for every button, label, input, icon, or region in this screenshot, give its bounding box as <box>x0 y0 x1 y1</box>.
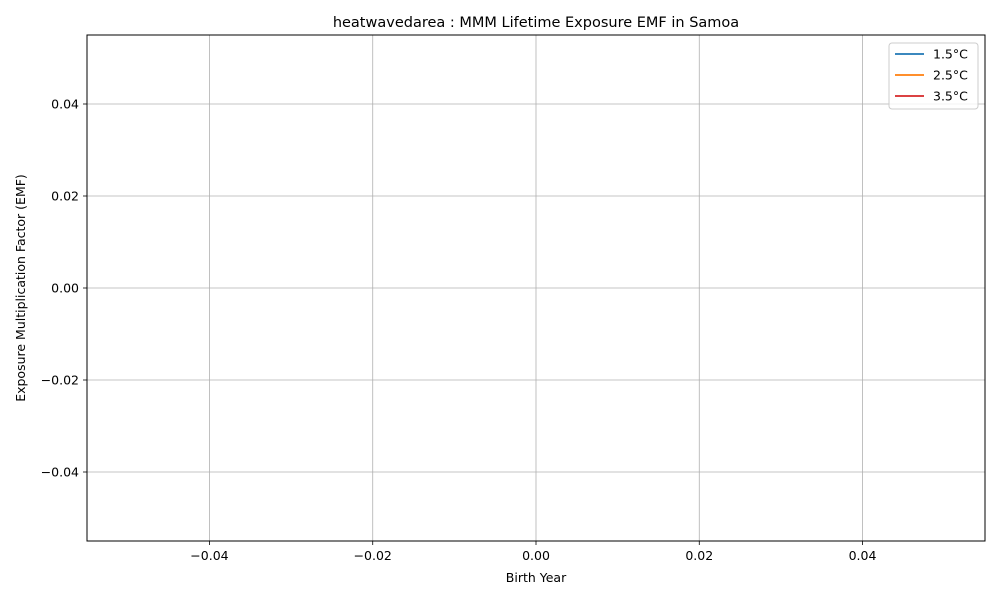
x-tick-label: 0.00 <box>522 548 550 563</box>
y-tick-label: −0.04 <box>41 465 79 480</box>
grid <box>87 35 985 541</box>
legend-box <box>888 42 979 110</box>
y-tick-label: 0.04 <box>51 97 79 112</box>
legend: 1.5°C 2.5°C 3.5°C <box>888 42 979 110</box>
x-tick-label: −0.02 <box>354 548 392 563</box>
y-tick-label: −0.02 <box>41 373 79 388</box>
x-axis-ticks: −0.04 −0.02 0.00 0.02 0.04 <box>190 541 877 563</box>
y-axis-label: Exposure Multiplication Factor (EMF) <box>13 174 28 402</box>
x-tick-label: −0.04 <box>190 548 228 563</box>
x-tick-label: 0.02 <box>685 548 713 563</box>
legend-label-1: 1.5°C <box>933 47 968 62</box>
chart-title: heatwavedarea : MMM Lifetime Exposure EM… <box>333 15 739 31</box>
x-axis-label: Birth Year <box>506 570 567 585</box>
y-tick-label: 0.00 <box>51 281 79 296</box>
legend-items: 1.5°C 2.5°C 3.5°C <box>895 47 968 104</box>
legend-label-2: 2.5°C <box>933 68 968 83</box>
x-tick-label: 0.04 <box>849 548 877 563</box>
y-tick-label: 0.02 <box>51 189 79 204</box>
y-axis-ticks: −0.04 −0.02 0.00 0.02 0.04 <box>41 97 87 480</box>
legend-label-3: 3.5°C <box>933 89 968 104</box>
